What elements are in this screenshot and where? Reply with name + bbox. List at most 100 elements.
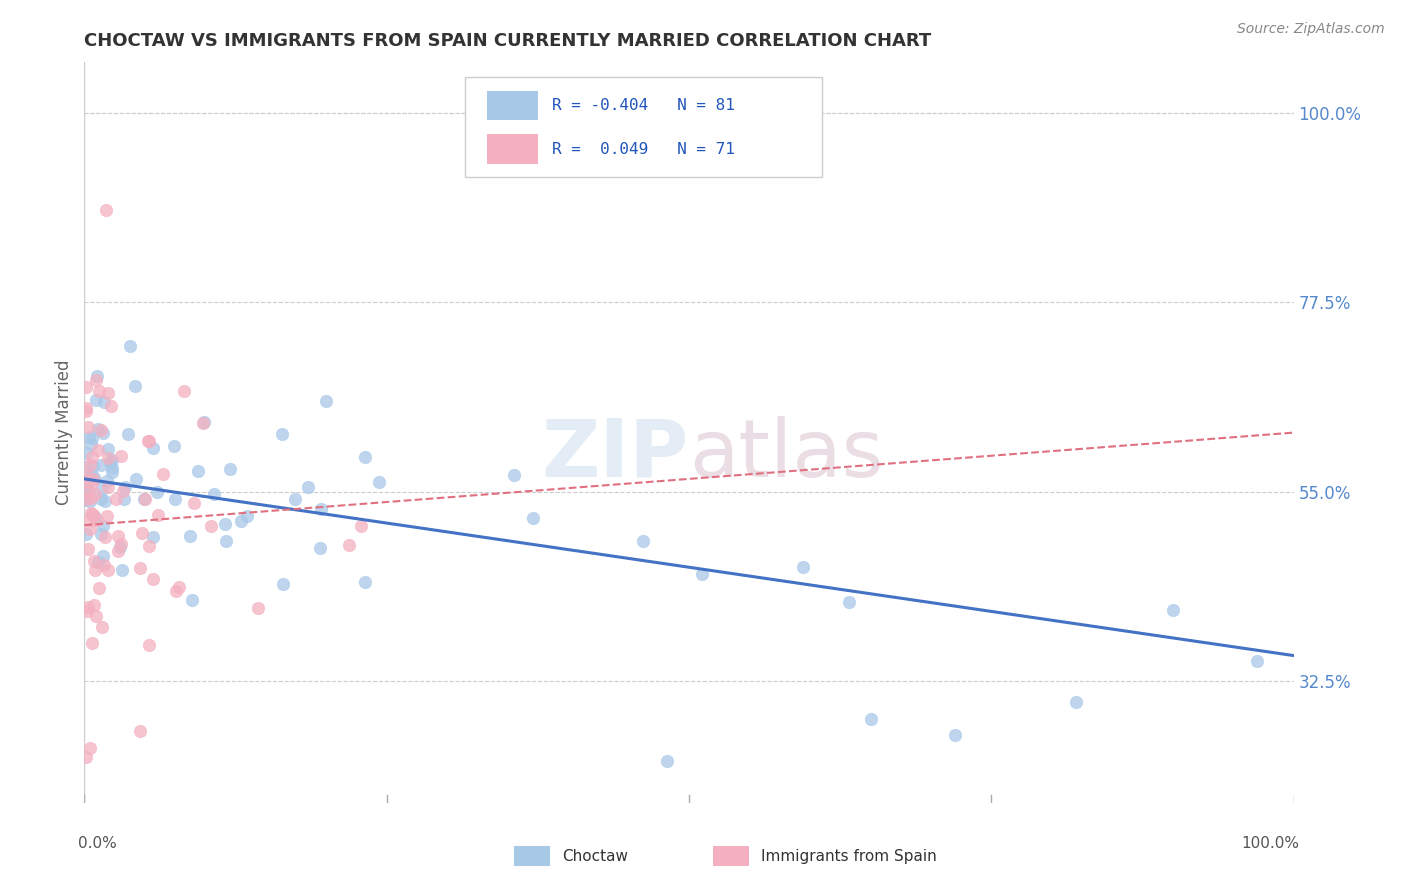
Point [104,491,127,506]
Point [690,566,713,581]
Point [193,415,215,429]
Point [173,384,195,398]
Point [167,580,190,594]
Text: Source: ZipAtlas.com: Source: ZipAtlas.com [1237,22,1385,37]
Point [79,458,101,473]
Point [792,560,814,574]
Point [75,749,97,764]
Point [107,544,129,558]
Point [77,430,100,444]
Point [860,712,883,726]
Point [337,538,360,552]
Point [75,460,97,475]
Text: R = -0.404   N = 81: R = -0.404 N = 81 [553,98,735,113]
Point [75,467,97,482]
Point [87,384,110,398]
Point [100,399,122,413]
Point [111,563,134,577]
Point [1246,654,1268,668]
Point [138,539,160,553]
Point [91,519,114,533]
Point [77,484,100,499]
Point [124,379,146,393]
Point [943,729,966,743]
Point [271,427,294,442]
Point [163,439,186,453]
Point [96,450,118,465]
Point [142,530,165,544]
Point [187,464,209,478]
Point [83,554,105,568]
Point [97,480,120,494]
Point [214,516,236,531]
Point [84,373,107,387]
Point [75,527,97,541]
Point [502,467,524,482]
Point [183,496,205,510]
Point [114,479,136,493]
Text: CHOCTAW VS IMMIGRANTS FROM SPAIN CURRENTLY MARRIED CORRELATION CHART: CHOCTAW VS IMMIGRANTS FROM SPAIN CURRENT… [84,32,932,50]
Point [75,403,97,417]
Point [111,484,134,499]
FancyBboxPatch shape [465,78,823,178]
Point [218,461,240,475]
Point [163,491,186,506]
Point [100,453,122,467]
Point [82,450,104,464]
Point [131,525,153,540]
Point [165,583,187,598]
Point [76,492,98,507]
Text: 100.0%: 100.0% [1241,836,1299,851]
Point [77,419,100,434]
Text: ZIP: ZIP [541,416,689,494]
Point [142,572,165,586]
Point [79,513,101,527]
Point [93,395,115,409]
Text: Immigrants from Spain: Immigrants from Spain [762,848,938,863]
FancyBboxPatch shape [486,135,538,164]
Point [200,518,222,533]
Point [83,598,105,612]
Point [655,754,678,768]
Point [75,379,97,393]
Point [91,620,114,634]
Point [98,455,121,469]
Point [202,487,225,501]
Point [76,488,98,502]
Point [75,475,97,489]
Point [90,423,112,437]
Point [1161,603,1184,617]
Point [90,458,112,472]
Point [86,608,108,623]
Point [838,595,860,609]
Point [354,574,377,589]
Point [1064,695,1087,709]
Point [86,513,108,527]
Point [82,508,104,523]
Point [631,533,654,548]
Point [86,368,108,383]
Point [231,514,253,528]
Point [75,401,97,416]
Point [76,599,98,614]
Text: atlas: atlas [689,416,883,494]
Point [82,458,104,473]
Point [91,426,114,441]
Point [284,491,307,506]
Point [80,506,103,520]
Point [79,493,101,508]
Point [86,555,108,569]
Point [76,491,98,506]
Point [146,484,169,499]
Point [84,510,107,524]
Point [76,493,98,508]
Point [82,636,104,650]
Point [97,563,120,577]
Point [93,549,115,564]
Point [368,475,391,489]
Point [96,474,118,488]
Point [142,441,165,455]
Point [76,604,98,618]
Point [87,581,110,595]
Point [82,472,104,486]
